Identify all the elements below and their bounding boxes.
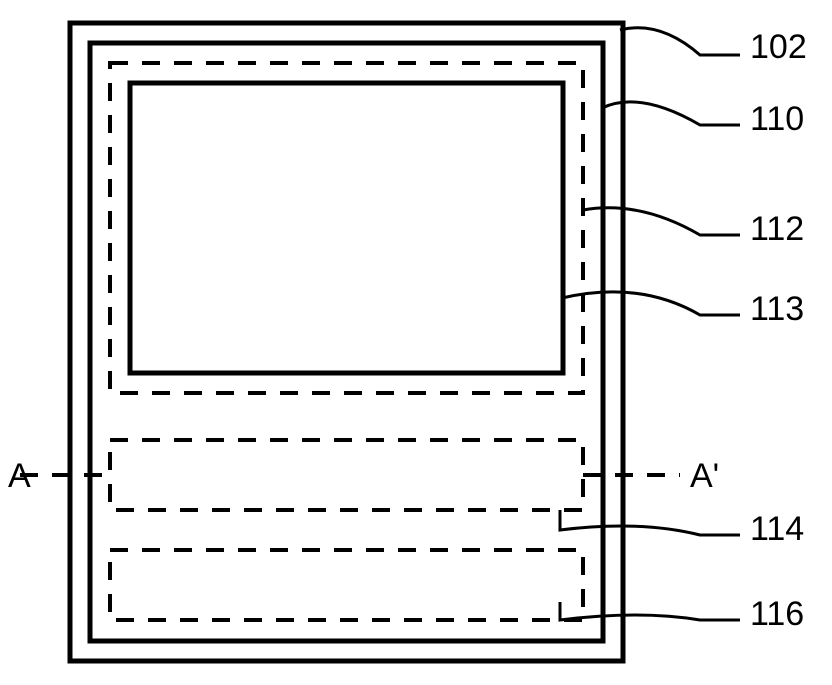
- ref-label-114: 114: [750, 510, 804, 548]
- ref-label-110: 110: [750, 100, 804, 138]
- canvas-bg: [0, 0, 832, 685]
- patent-figure: A A' 102 110 112 113 114 116: [0, 0, 832, 685]
- section-label-a: A: [8, 457, 31, 495]
- ref-label-102: 102: [750, 28, 807, 66]
- section-label-a-prime: A': [690, 457, 719, 495]
- ref-label-113: 113: [750, 290, 804, 328]
- ref-label-116: 116: [750, 595, 804, 633]
- ref-label-112: 112: [750, 210, 804, 248]
